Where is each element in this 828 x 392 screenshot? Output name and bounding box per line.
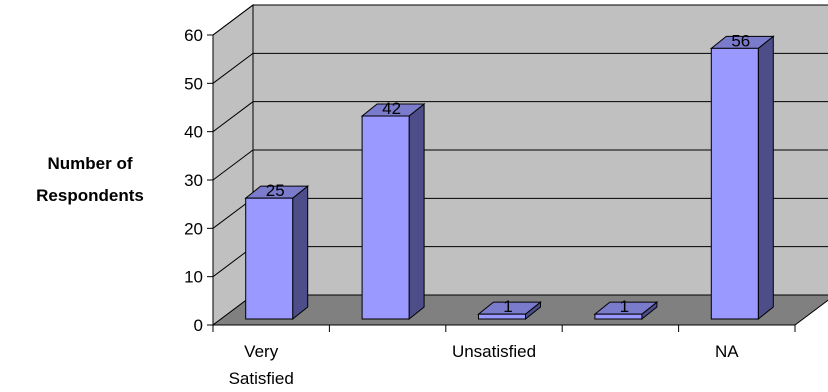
- gridline: [212, 52, 828, 84]
- bar-front: [594, 313, 643, 320]
- y-tick-label: 30: [184, 171, 203, 190]
- bar-side: [408, 102, 425, 321]
- y-axis-label-line-1: Number of: [48, 154, 133, 173]
- x-tick-label: Very: [244, 342, 279, 361]
- x-tick-label: Unsatisfied: [452, 342, 536, 361]
- data-label: 1: [620, 297, 629, 316]
- gridline: [212, 101, 828, 133]
- bar: [244, 185, 310, 321]
- gridline: [212, 149, 828, 181]
- y-tick-label: 50: [184, 74, 203, 93]
- data-label: 1: [503, 297, 512, 316]
- y-tick-label: 40: [184, 123, 203, 142]
- data-label: 25: [266, 181, 285, 200]
- bar-front: [710, 47, 759, 320]
- data-label: 56: [731, 31, 750, 50]
- gridline: [212, 4, 828, 36]
- data-label: 42: [382, 99, 401, 118]
- bar: [593, 301, 659, 321]
- bar: [360, 102, 426, 321]
- y-axis-label-line-2: Respondents: [36, 186, 144, 205]
- bar-front: [361, 115, 410, 320]
- bar-side: [292, 185, 309, 321]
- bar: [709, 35, 775, 321]
- x-tick-label: NA: [715, 342, 739, 361]
- bar: [477, 301, 542, 321]
- axes: 0 10 20 30 40 50 60 Very Satisfied Unsatisfied NA: [184, 26, 796, 388]
- y-tick-label: 10: [184, 268, 203, 287]
- y-tick-label: 20: [184, 219, 203, 238]
- bars: 25 42 1 1 56: [244, 31, 775, 321]
- bar-front: [478, 313, 526, 320]
- bar-front: [245, 197, 294, 320]
- bar-side: [757, 35, 774, 321]
- y-tick-label: 0: [194, 316, 203, 335]
- x-tick-label: Satisfied: [229, 369, 294, 388]
- y-tick-label: 60: [184, 26, 203, 45]
